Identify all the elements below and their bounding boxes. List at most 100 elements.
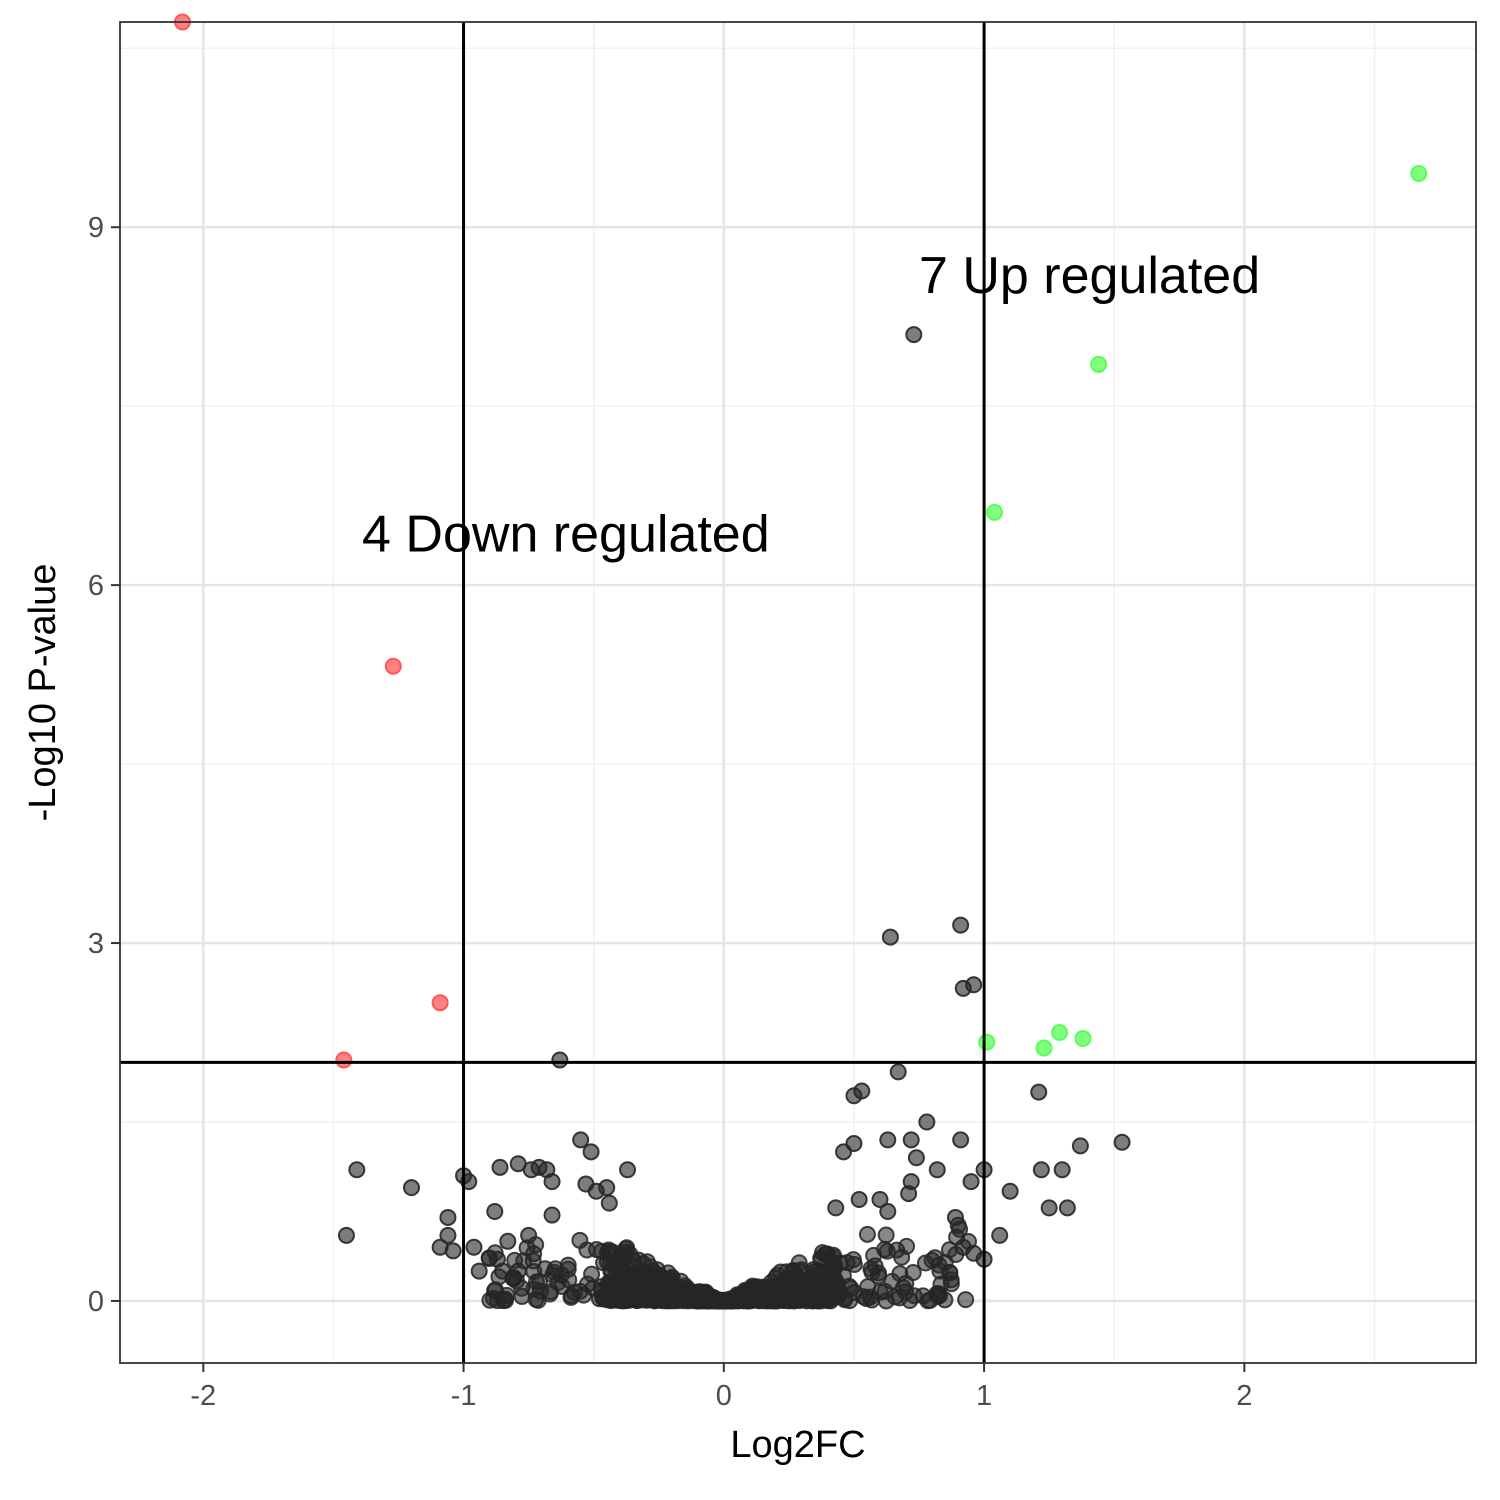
data-point-ns [1053,1161,1071,1179]
data-point-ns [827,1199,845,1217]
data-point-ns [835,1143,853,1161]
data-point-ns [810,1275,828,1293]
data-point-ns [525,1280,543,1298]
data-point-ns [439,1226,457,1244]
data-point-ns [578,1241,596,1259]
data-point-ns [543,1206,561,1224]
data-point-down [335,1051,353,1069]
data-point-ns [470,1262,488,1280]
data-point-ns [918,1113,936,1131]
annotation-label: 4 Down regulated [362,506,770,564]
data-point-ns [871,1191,889,1209]
data-point-ns [691,1286,709,1304]
data-point-ns [957,1291,975,1309]
data-point-ns [546,1260,564,1278]
data-point-ns [1071,1137,1089,1155]
panel-border [119,21,1477,1364]
x-axis-title: Log2FC [730,1424,865,1466]
data-point-ns [959,1233,977,1251]
scatter-points [173,13,1428,1310]
panel-background [120,22,1476,1363]
data-point-ns [881,928,899,946]
data-point-ns [891,1289,909,1307]
data-point-ns [1058,1199,1076,1217]
data-point-ns [1030,1083,1048,1101]
data-point-ns [551,1051,569,1069]
data-point-ns [743,1277,761,1295]
data-point-ns [600,1194,618,1212]
data-point-ns [614,1248,632,1266]
data-point-ns [720,1291,738,1309]
data-point-ns [491,1158,509,1176]
data-point-ns [506,1251,524,1269]
minor-grid [120,22,1476,1363]
data-point-ns [522,1161,540,1179]
y-axis: 0 3 6 9 [88,212,120,1318]
data-point-ns [504,1270,522,1288]
plot-panel: 7 Up regulated 4 Down regulated [119,13,1477,1364]
data-point-ns [672,1290,690,1308]
data-point-ns [486,1244,504,1262]
data-point-ns [869,1264,887,1282]
data-point-ns [962,1173,980,1191]
data-point-ns [634,1254,652,1272]
data-point-ns [1040,1199,1058,1217]
data-point-up [978,1033,996,1051]
data-point-ns [825,1260,843,1278]
data-point-ns [928,1161,946,1179]
data-point-ns [444,1242,462,1260]
data-point-ns [761,1286,779,1304]
x-tick-label: -2 [190,1380,216,1412]
data-point-ns [790,1286,808,1304]
y-tick-label: 3 [88,928,104,960]
data-point-up [1051,1024,1069,1042]
data-point-ns [891,1265,909,1283]
data-point-ns [871,1283,889,1301]
data-point-ns [1001,1182,1019,1200]
data-point-ns [879,1202,897,1220]
data-point-ns [942,1275,960,1293]
annotations: 7 Up regulated 4 Down regulated [362,247,1260,564]
data-point-ns [877,1226,895,1244]
data-point-ns [618,1264,636,1282]
data-point-ns [954,979,972,997]
data-point-ns [654,1273,672,1291]
data-point-ns [490,1268,508,1286]
data-point-ns [486,1202,504,1220]
data-point-up [1035,1039,1053,1057]
y-axis-title: -Log10 P-value [22,564,64,822]
data-point-ns [465,1238,483,1256]
data-point-ns [499,1232,517,1250]
data-point-ns [611,1279,629,1297]
data-point-ns [403,1179,421,1197]
data-point-ns [952,1131,970,1149]
data-point-down [431,994,449,1012]
data-point-ns [853,1082,871,1100]
data-point-ns [949,1216,967,1234]
data-point-ns [902,1131,920,1149]
data-point-ns [804,1261,822,1279]
x-tick-label: 1 [976,1380,992,1412]
x-tick-label: 2 [1236,1380,1252,1412]
data-point-ns [619,1161,637,1179]
data-point-up [986,503,1004,521]
x-tick-label: -1 [451,1380,477,1412]
data-point-ns [900,1185,918,1203]
data-point-ns [582,1143,600,1161]
data-point-ns [1032,1161,1050,1179]
threshold-lines [120,22,1476,1363]
data-point-up [1074,1029,1092,1047]
data-point-ns [527,1236,545,1254]
annotation-label: 7 Up regulated [919,247,1260,305]
y-tick-label: 6 [88,570,104,602]
data-point-ns [348,1161,366,1179]
data-point-ns [905,326,923,344]
x-tick-label: 0 [716,1380,732,1412]
data-point-ns [587,1182,605,1200]
data-point-down [384,657,402,675]
data-point-ns [337,1226,355,1244]
data-point-ns [929,1287,947,1305]
data-point-ns [936,1254,954,1272]
data-point-ns [991,1226,1009,1244]
